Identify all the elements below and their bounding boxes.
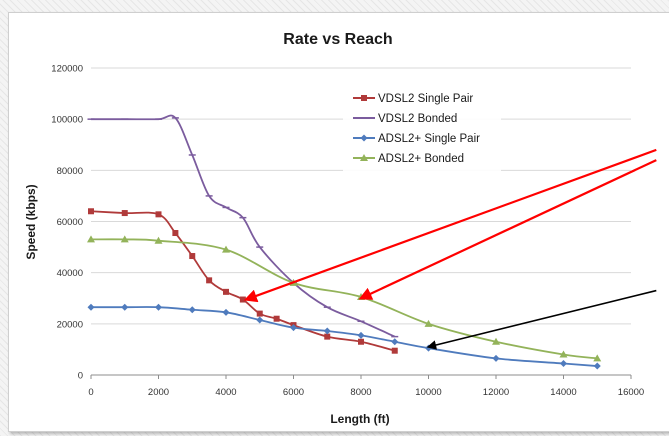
data-point [189, 253, 196, 260]
data-point [256, 310, 263, 317]
data-point [357, 331, 365, 339]
data-point [155, 303, 162, 311]
y-axis-label: Speed (kbps) [24, 184, 38, 259]
data-point [391, 338, 399, 346]
legend-marker [360, 134, 368, 142]
annotation-arrow [426, 289, 657, 350]
x-tick-label: 12000 [483, 387, 509, 398]
data-point [206, 277, 213, 284]
data-point [120, 235, 129, 243]
annotation-arrow [358, 159, 657, 300]
y-tick-label: 100000 [51, 115, 83, 126]
series-1 [87, 114, 399, 338]
legend-label: VDSL2 Bonded [378, 113, 457, 125]
data-point [222, 245, 230, 253]
legend: VDSL2 Single Pair VDSL2 Bonded ADSL2+ Sing… [343, 82, 501, 172]
data-point [223, 288, 229, 295]
data-point [323, 327, 331, 335]
data-point [424, 319, 433, 327]
x-tick-label: 10000 [415, 387, 441, 398]
data-point [593, 354, 602, 362]
x-tick-label: 4000 [215, 387, 236, 398]
y-tick-label: 80000 [57, 166, 83, 177]
series-3 [87, 235, 602, 362]
data-point [256, 316, 264, 324]
data-point [593, 362, 601, 370]
y-tick-label: 120000 [51, 64, 83, 75]
y-tick-label: 0 [78, 371, 83, 382]
data-point [324, 333, 331, 340]
series-line [90, 306, 598, 367]
series [87, 114, 602, 370]
data-point [492, 354, 500, 362]
chart-title: Rate vs Reach [283, 31, 392, 48]
x-axis-label: Length (ft) [330, 412, 389, 426]
x-tick-label: 14000 [550, 387, 576, 398]
data-point [391, 347, 398, 354]
data-point [121, 303, 129, 311]
data-point [188, 306, 196, 314]
data-point [172, 230, 179, 237]
legend-label: ADSL2+ Bonded [378, 153, 464, 165]
series-line [90, 238, 598, 360]
data-point [559, 350, 568, 358]
axes: 0 20000 40000 60000 80000 100000 120000 0 2000 40… [51, 64, 644, 399]
data-point [492, 337, 500, 345]
y-tick-label: 60000 [57, 217, 83, 228]
legend-label: ADSL2+ Single Pair [378, 133, 480, 145]
x-tick-label: 6000 [283, 387, 304, 398]
annotation-arrow [243, 148, 657, 303]
legend-label: VDSL2 Single Pair [378, 93, 473, 105]
data-point [155, 211, 162, 218]
series-2 [87, 303, 601, 370]
data-point [154, 236, 163, 244]
data-point [560, 359, 567, 367]
data-point [222, 308, 230, 316]
data-point [121, 210, 128, 217]
y-tick-label: 20000 [57, 319, 83, 330]
data-point [239, 296, 246, 303]
legend-marker [361, 95, 367, 101]
data-point [87, 303, 95, 311]
y-tick-label: 40000 [57, 268, 83, 279]
data-point [290, 324, 297, 332]
x-tick-label: 16000 [618, 387, 644, 398]
series-line [90, 210, 395, 352]
annotations [243, 148, 657, 350]
data-point [88, 208, 94, 215]
x-tick-label: 0 [88, 387, 93, 398]
data-point [358, 338, 364, 345]
x-tick-label: 2000 [148, 387, 169, 398]
data-point [273, 315, 280, 322]
series-0 [88, 208, 398, 354]
x-tick-label: 8000 [350, 387, 371, 398]
data-point [87, 235, 95, 243]
legend-marker [360, 154, 368, 161]
